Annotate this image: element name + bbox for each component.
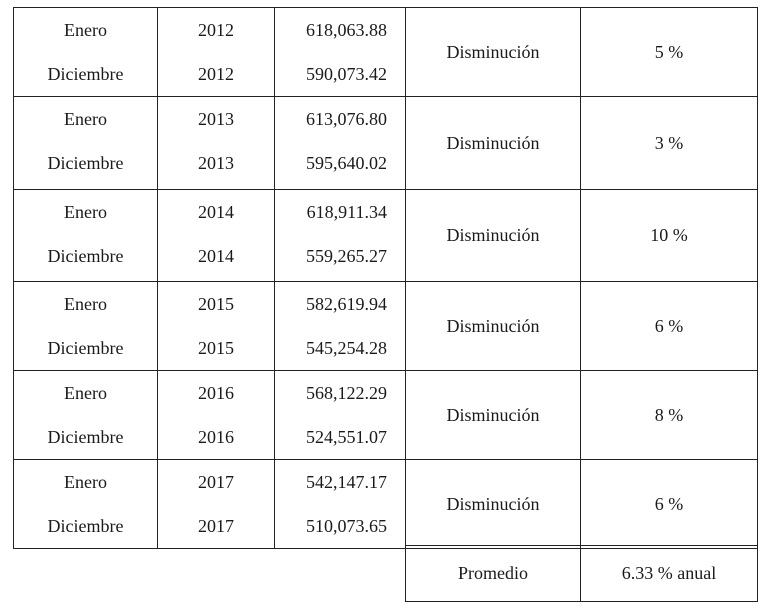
change-type-cell: Disminución — [405, 96, 581, 190]
month-label: Enero — [64, 472, 107, 492]
change-percent-cell: 6 % — [580, 281, 758, 371]
month-cell: Enero Diciembre — [13, 459, 158, 549]
value-cell: 618,063.88 590,073.42 — [274, 7, 406, 97]
change-type-cell: Disminución — [405, 459, 581, 549]
value-label: 510,073.65 — [306, 516, 387, 536]
month-cell: Enero Diciembre — [13, 7, 158, 97]
change-percent-cell: 10 % — [580, 189, 758, 282]
value-label: 524,551.07 — [306, 427, 387, 447]
value-cell: 542,147.17 510,073.65 — [274, 459, 406, 549]
change-type-cell: Disminución — [405, 281, 581, 371]
change-percent-cell: 6 % — [580, 459, 758, 549]
change-percent-cell: 5 % — [580, 7, 758, 97]
year-label: 2016 — [198, 427, 234, 447]
year-label: 2017 — [198, 472, 234, 492]
summary-row: Promedio 6.33 % anual — [405, 545, 758, 602]
table-row-group: Enero Diciembre 2013 2013 613,076.80 595… — [13, 96, 758, 190]
table-row-group: Enero Diciembre 2017 2017 542,147.17 510… — [13, 459, 758, 549]
year-label: 2015 — [198, 294, 234, 314]
month-label: Enero — [64, 294, 107, 314]
month-cell: Enero Diciembre — [13, 281, 158, 371]
month-label: Diciembre — [47, 153, 124, 173]
value-label: 590,073.42 — [306, 64, 387, 84]
year-label: 2013 — [198, 109, 234, 129]
year-label: 2016 — [198, 383, 234, 403]
change-percent-cell: 3 % — [580, 96, 758, 190]
month-label: Diciembre — [47, 246, 124, 266]
month-label: Diciembre — [47, 516, 124, 536]
value-label: 545,254.28 — [306, 338, 387, 358]
value-label: 559,265.27 — [306, 246, 387, 266]
value-cell: 618,911.34 559,265.27 — [274, 189, 406, 282]
change-percent-cell: 8 % — [580, 370, 758, 460]
value-cell: 568,122.29 524,551.07 — [274, 370, 406, 460]
year-cell: 2016 2016 — [157, 370, 275, 460]
year-cell: 2015 2015 — [157, 281, 275, 371]
change-type-cell: Disminución — [405, 7, 581, 97]
value-label: 613,076.80 — [306, 109, 387, 129]
month-cell: Enero Diciembre — [13, 370, 158, 460]
value-label: 618,063.88 — [306, 20, 387, 40]
value-label: 595,640.02 — [306, 153, 387, 173]
year-label: 2012 — [198, 64, 234, 84]
year-cell: 2017 2017 — [157, 459, 275, 549]
year-label: 2017 — [198, 516, 234, 536]
year-cell: 2013 2013 — [157, 96, 275, 190]
value-label: 582,619.94 — [306, 294, 387, 314]
table-row-group: Enero Diciembre 2014 2014 618,911.34 559… — [13, 189, 758, 282]
year-label: 2014 — [198, 202, 234, 222]
month-label: Diciembre — [47, 64, 124, 84]
year-cell: 2012 2012 — [157, 7, 275, 97]
table-row-group: Enero Diciembre 2016 2016 568,122.29 524… — [13, 370, 758, 460]
table-row-group: Enero Diciembre 2012 2012 618,063.88 590… — [13, 7, 758, 97]
average-label: Promedio — [405, 545, 581, 602]
data-table: Enero Diciembre 2012 2012 618,063.88 590… — [13, 7, 758, 549]
month-label: Enero — [64, 20, 107, 40]
year-label: 2013 — [198, 153, 234, 173]
year-label: 2012 — [198, 20, 234, 40]
average-value: 6.33 % anual — [580, 545, 758, 602]
summary-table: Promedio 6.33 % anual — [405, 545, 758, 602]
month-label: Diciembre — [47, 338, 124, 358]
value-label: 568,122.29 — [306, 383, 387, 403]
value-label: 618,911.34 — [306, 202, 387, 222]
month-label: Enero — [64, 202, 107, 222]
year-label: 2015 — [198, 338, 234, 358]
month-label: Enero — [64, 383, 107, 403]
year-cell: 2014 2014 — [157, 189, 275, 282]
value-cell: 582,619.94 545,254.28 — [274, 281, 406, 371]
month-cell: Enero Diciembre — [13, 189, 158, 282]
change-type-cell: Disminución — [405, 370, 581, 460]
value-cell: 613,076.80 595,640.02 — [274, 96, 406, 190]
change-type-cell: Disminución — [405, 189, 581, 282]
value-label: 542,147.17 — [306, 472, 387, 492]
month-label: Diciembre — [47, 427, 124, 447]
month-label: Enero — [64, 109, 107, 129]
month-cell: Enero Diciembre — [13, 96, 158, 190]
year-label: 2014 — [198, 246, 234, 266]
table-row-group: Enero Diciembre 2015 2015 582,619.94 545… — [13, 281, 758, 371]
